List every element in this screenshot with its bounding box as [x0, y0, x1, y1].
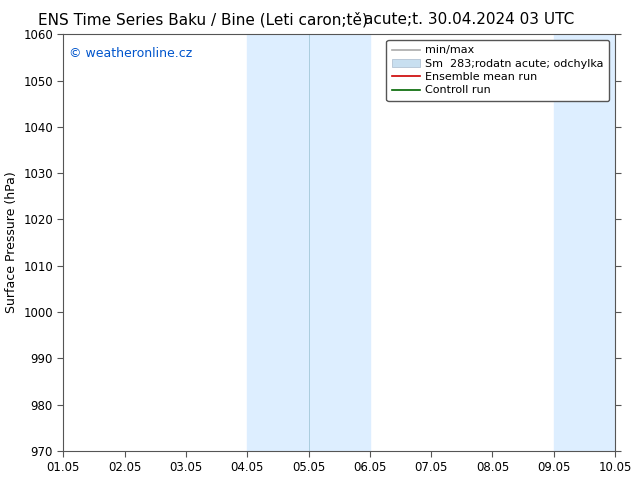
- Text: ENS Time Series Baku / Bine (Leti caron;tě): ENS Time Series Baku / Bine (Leti caron;…: [38, 12, 368, 28]
- Text: © weatheronline.cz: © weatheronline.cz: [69, 47, 192, 60]
- Bar: [553, 34, 615, 451]
- Bar: [247, 34, 370, 451]
- Legend: min/max, Sm  283;rodatn acute; odchylka, Ensemble mean run, Controll run: min/max, Sm 283;rodatn acute; odchylka, …: [387, 40, 609, 101]
- Text: acute;t. 30.04.2024 03 UTC: acute;t. 30.04.2024 03 UTC: [364, 12, 574, 27]
- Y-axis label: Surface Pressure (hPa): Surface Pressure (hPa): [4, 172, 18, 314]
